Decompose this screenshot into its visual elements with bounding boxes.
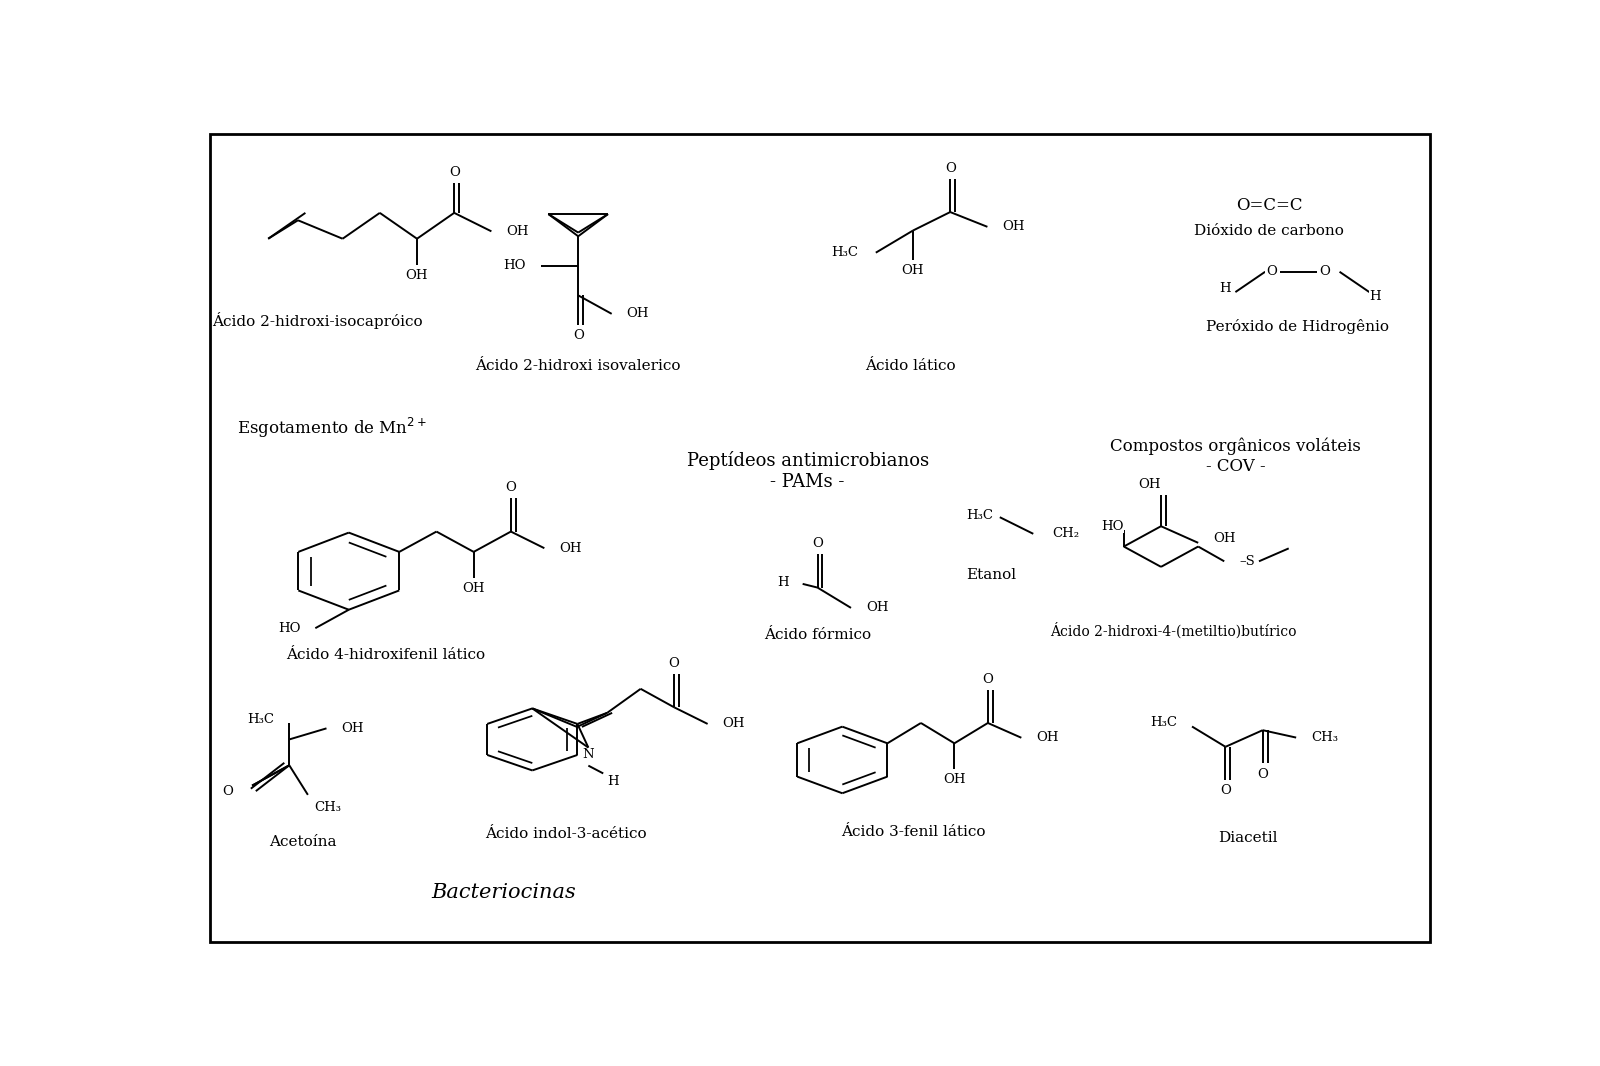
Text: –S: –S [1238,554,1254,568]
Text: OH: OH [560,542,582,554]
Text: HO: HO [504,259,526,272]
Text: Compostos orgânicos voláteis
- COV -: Compostos orgânicos voláteis - COV - [1110,438,1362,474]
Text: N: N [582,747,594,761]
Text: O: O [506,481,517,495]
Text: Peptídeos antimicrobianos
- PAMs -: Peptídeos antimicrobianos - PAMs - [686,451,928,491]
Text: OH: OH [506,225,528,238]
Text: Acetoína: Acetoína [269,835,336,849]
Text: HO: HO [278,621,301,634]
Text: O: O [669,657,680,669]
Text: O: O [1258,768,1269,780]
Text: O: O [1266,265,1277,278]
Text: OH: OH [462,582,485,595]
Text: Ácido 3-fenil lático: Ácido 3-fenil lático [840,825,986,839]
Text: H₃C: H₃C [248,712,275,726]
Text: OH: OH [1213,532,1235,545]
Text: Ácido 2-hidroxi-4-(metiltio)butírico: Ácido 2-hidroxi-4-(metiltio)butírico [1050,623,1296,639]
Text: O: O [1221,785,1230,797]
Text: H₃C: H₃C [966,508,994,522]
Text: Diacetil: Diacetil [1218,830,1277,845]
Text: OH: OH [723,717,746,730]
Text: Ácido 2-hidroxi-isocapróico: Ácido 2-hidroxi-isocapróico [213,312,422,329]
Text: O: O [944,162,955,175]
Text: O: O [448,166,459,179]
Text: O: O [1320,265,1330,278]
Text: O: O [813,537,822,550]
Text: Dióxido de carbono: Dióxido de carbono [1194,224,1344,239]
Text: OH: OH [627,307,650,321]
Text: O=C=C: O=C=C [1235,197,1302,214]
Text: OH: OH [1002,221,1024,233]
Text: Ácido 4-hidroxifenil lático: Ácido 4-hidroxifenil lático [286,648,485,662]
Text: H: H [1219,282,1232,295]
Text: Esgotamento de Mn$^{2+}$: Esgotamento de Mn$^{2+}$ [237,416,427,439]
Text: O: O [222,785,234,797]
Text: H: H [778,576,789,588]
Text: OH: OH [866,601,888,614]
Text: CH₃: CH₃ [1310,731,1338,744]
Text: Ácido fórmico: Ácido fórmico [763,628,870,642]
Text: O: O [982,673,994,685]
Text: H₃C: H₃C [832,246,859,259]
Text: Bacteriocinas: Bacteriocinas [432,884,576,903]
Text: Ácido lático: Ácido lático [866,359,955,373]
Text: OH: OH [341,722,363,734]
Text: OH: OH [406,269,429,281]
Text: HO: HO [1101,520,1123,533]
Text: OH: OH [1037,731,1059,744]
Text: H₃C: H₃C [1150,716,1178,729]
Text: CH₂: CH₂ [1051,528,1078,540]
Text: H: H [1370,290,1381,303]
Text: Peróxido de Hidrogênio: Peróxido de Hidrogênio [1206,319,1389,334]
Text: O: O [573,329,584,342]
Text: Ácido indol-3-acético: Ácido indol-3-acético [485,827,646,841]
Text: OH: OH [902,264,925,277]
Text: OH: OH [1139,478,1162,490]
Text: Etanol: Etanol [966,568,1016,582]
Text: OH: OH [942,773,966,787]
Text: H: H [608,775,619,788]
Text: Ácido 2-hidroxi isovalerico: Ácido 2-hidroxi isovalerico [475,359,682,373]
Text: CH₃: CH₃ [314,801,341,813]
